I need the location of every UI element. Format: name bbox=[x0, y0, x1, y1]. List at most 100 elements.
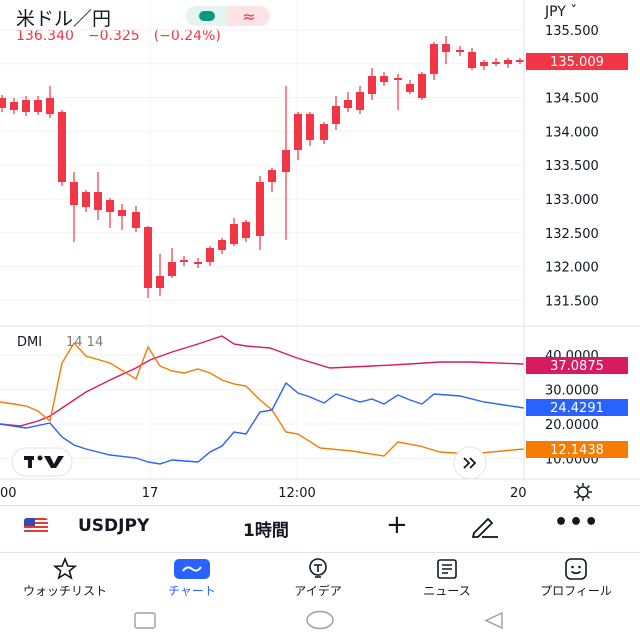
tab-label: ニュース bbox=[423, 584, 471, 598]
candle bbox=[344, 92, 352, 112]
candle bbox=[34, 96, 42, 115]
dmi-lines bbox=[0, 335, 525, 465]
price-tick-label: 133.000 bbox=[545, 193, 599, 208]
add-button[interactable]: + bbox=[386, 510, 408, 540]
candle bbox=[456, 46, 464, 56]
price-change-percent: (−0.24%) bbox=[153, 28, 221, 44]
candle bbox=[22, 96, 30, 116]
dmi-params: 14 14 bbox=[66, 335, 103, 350]
dmi-tick-label: 30.0000 bbox=[545, 384, 599, 399]
time-tick-label: 20 bbox=[510, 486, 527, 501]
tab-label: ウォッチリスト bbox=[22, 584, 107, 598]
candle bbox=[180, 256, 188, 266]
tradingview-logo[interactable] bbox=[11, 447, 73, 477]
symbol-button[interactable]: USDJPY bbox=[78, 516, 150, 536]
price-axis[interactable]: 135.500135.000134.500134.000133.500133.0… bbox=[545, 24, 599, 309]
candle bbox=[156, 254, 164, 296]
candle bbox=[0, 95, 6, 112]
candle bbox=[406, 80, 414, 94]
current-price: 136.340 bbox=[16, 28, 74, 44]
candle bbox=[492, 58, 500, 66]
candle bbox=[282, 86, 290, 240]
gear-icon[interactable] bbox=[574, 483, 592, 501]
candle bbox=[380, 72, 388, 86]
tab-label: アイデア bbox=[294, 584, 342, 598]
dmi-label[interactable]: DMI bbox=[17, 335, 42, 350]
plus-di-value: 24.4291 bbox=[550, 401, 604, 416]
candle bbox=[82, 190, 90, 212]
price-tick-label: 132.500 bbox=[545, 227, 599, 242]
candle bbox=[468, 48, 476, 70]
time-axis[interactable]: 00 17 12:00 20 bbox=[0, 486, 527, 501]
tab-ideas[interactable]: アイデア bbox=[258, 556, 378, 599]
tab-watchlist[interactable]: ウォッチリスト bbox=[5, 556, 125, 599]
live-dot-icon bbox=[186, 6, 228, 26]
candle bbox=[46, 86, 54, 118]
candle bbox=[418, 72, 426, 100]
candle bbox=[58, 110, 66, 186]
home-icon[interactable] bbox=[305, 610, 335, 630]
candle bbox=[70, 172, 78, 242]
candle bbox=[144, 226, 152, 298]
price-tick-label: 135.500 bbox=[545, 24, 599, 39]
star-icon bbox=[5, 556, 125, 582]
candle bbox=[106, 198, 114, 228]
price-tick-label: 133.500 bbox=[545, 159, 599, 174]
wave-icon: ≈ bbox=[228, 6, 270, 26]
minus-di-value-badge bbox=[526, 441, 628, 458]
back-icon[interactable] bbox=[482, 612, 506, 630]
candle bbox=[320, 122, 328, 144]
price-tick-label: 132.000 bbox=[545, 261, 599, 276]
candle bbox=[306, 112, 314, 146]
candle bbox=[356, 86, 364, 114]
candle bbox=[442, 36, 450, 64]
last-price-badge bbox=[526, 53, 628, 70]
candle bbox=[132, 206, 140, 232]
us-flag-icon bbox=[24, 518, 48, 534]
candle bbox=[480, 60, 488, 70]
candle bbox=[242, 220, 250, 242]
candle bbox=[94, 172, 102, 220]
dmi-tick-label: 20.0000 bbox=[545, 418, 599, 433]
candle bbox=[368, 68, 376, 100]
candle bbox=[230, 218, 238, 246]
scroll-to-realtime-button[interactable] bbox=[453, 446, 487, 480]
candle bbox=[332, 96, 340, 130]
tab-label: チャート bbox=[168, 584, 216, 598]
candle bbox=[194, 258, 202, 268]
candle bbox=[294, 112, 302, 160]
tab-chart[interactable]: チャート bbox=[132, 556, 252, 599]
chart-icon bbox=[132, 556, 252, 582]
candle bbox=[10, 98, 18, 114]
price-quote: 136.340 −0.325 (−0.24%) bbox=[16, 28, 221, 44]
candle bbox=[516, 58, 524, 64]
tab-profile[interactable]: プロフィール bbox=[516, 556, 636, 599]
recent-apps-icon[interactable] bbox=[133, 612, 159, 630]
candle bbox=[430, 42, 438, 80]
plus-di-line bbox=[0, 381, 525, 465]
more-button[interactable]: ••• bbox=[554, 510, 600, 535]
tab-news[interactable]: ニュース bbox=[387, 556, 507, 599]
candle bbox=[206, 246, 214, 266]
time-tick-label: 00 bbox=[0, 486, 17, 501]
price-tick-label: 134.500 bbox=[545, 92, 599, 107]
drawing-tool-button[interactable] bbox=[468, 514, 502, 542]
currency-selector[interactable]: JPY ˇ bbox=[545, 4, 578, 20]
time-tick-label: 12:00 bbox=[278, 486, 315, 501]
adx-value-badge bbox=[526, 357, 628, 374]
candle bbox=[394, 74, 402, 110]
interval-button[interactable]: 1時間 bbox=[243, 521, 289, 541]
bulb-icon bbox=[258, 556, 378, 582]
adx-line bbox=[0, 335, 525, 427]
symbol-title: 米ドル／円 bbox=[16, 8, 112, 30]
chart-area[interactable]: 135.500135.000134.500134.000133.500133.0… bbox=[0, 0, 640, 505]
candles bbox=[0, 36, 524, 298]
pencil-icon bbox=[471, 517, 498, 538]
minus-di-line bbox=[0, 341, 525, 457]
candle bbox=[218, 238, 226, 254]
market-status-pill[interactable]: ≈ bbox=[186, 6, 270, 26]
price-tick-label: 131.500 bbox=[545, 294, 599, 309]
system-nav-bar bbox=[0, 600, 640, 640]
double-chevron-right-icon bbox=[463, 457, 477, 469]
tab-label: プロフィール bbox=[540, 584, 612, 598]
